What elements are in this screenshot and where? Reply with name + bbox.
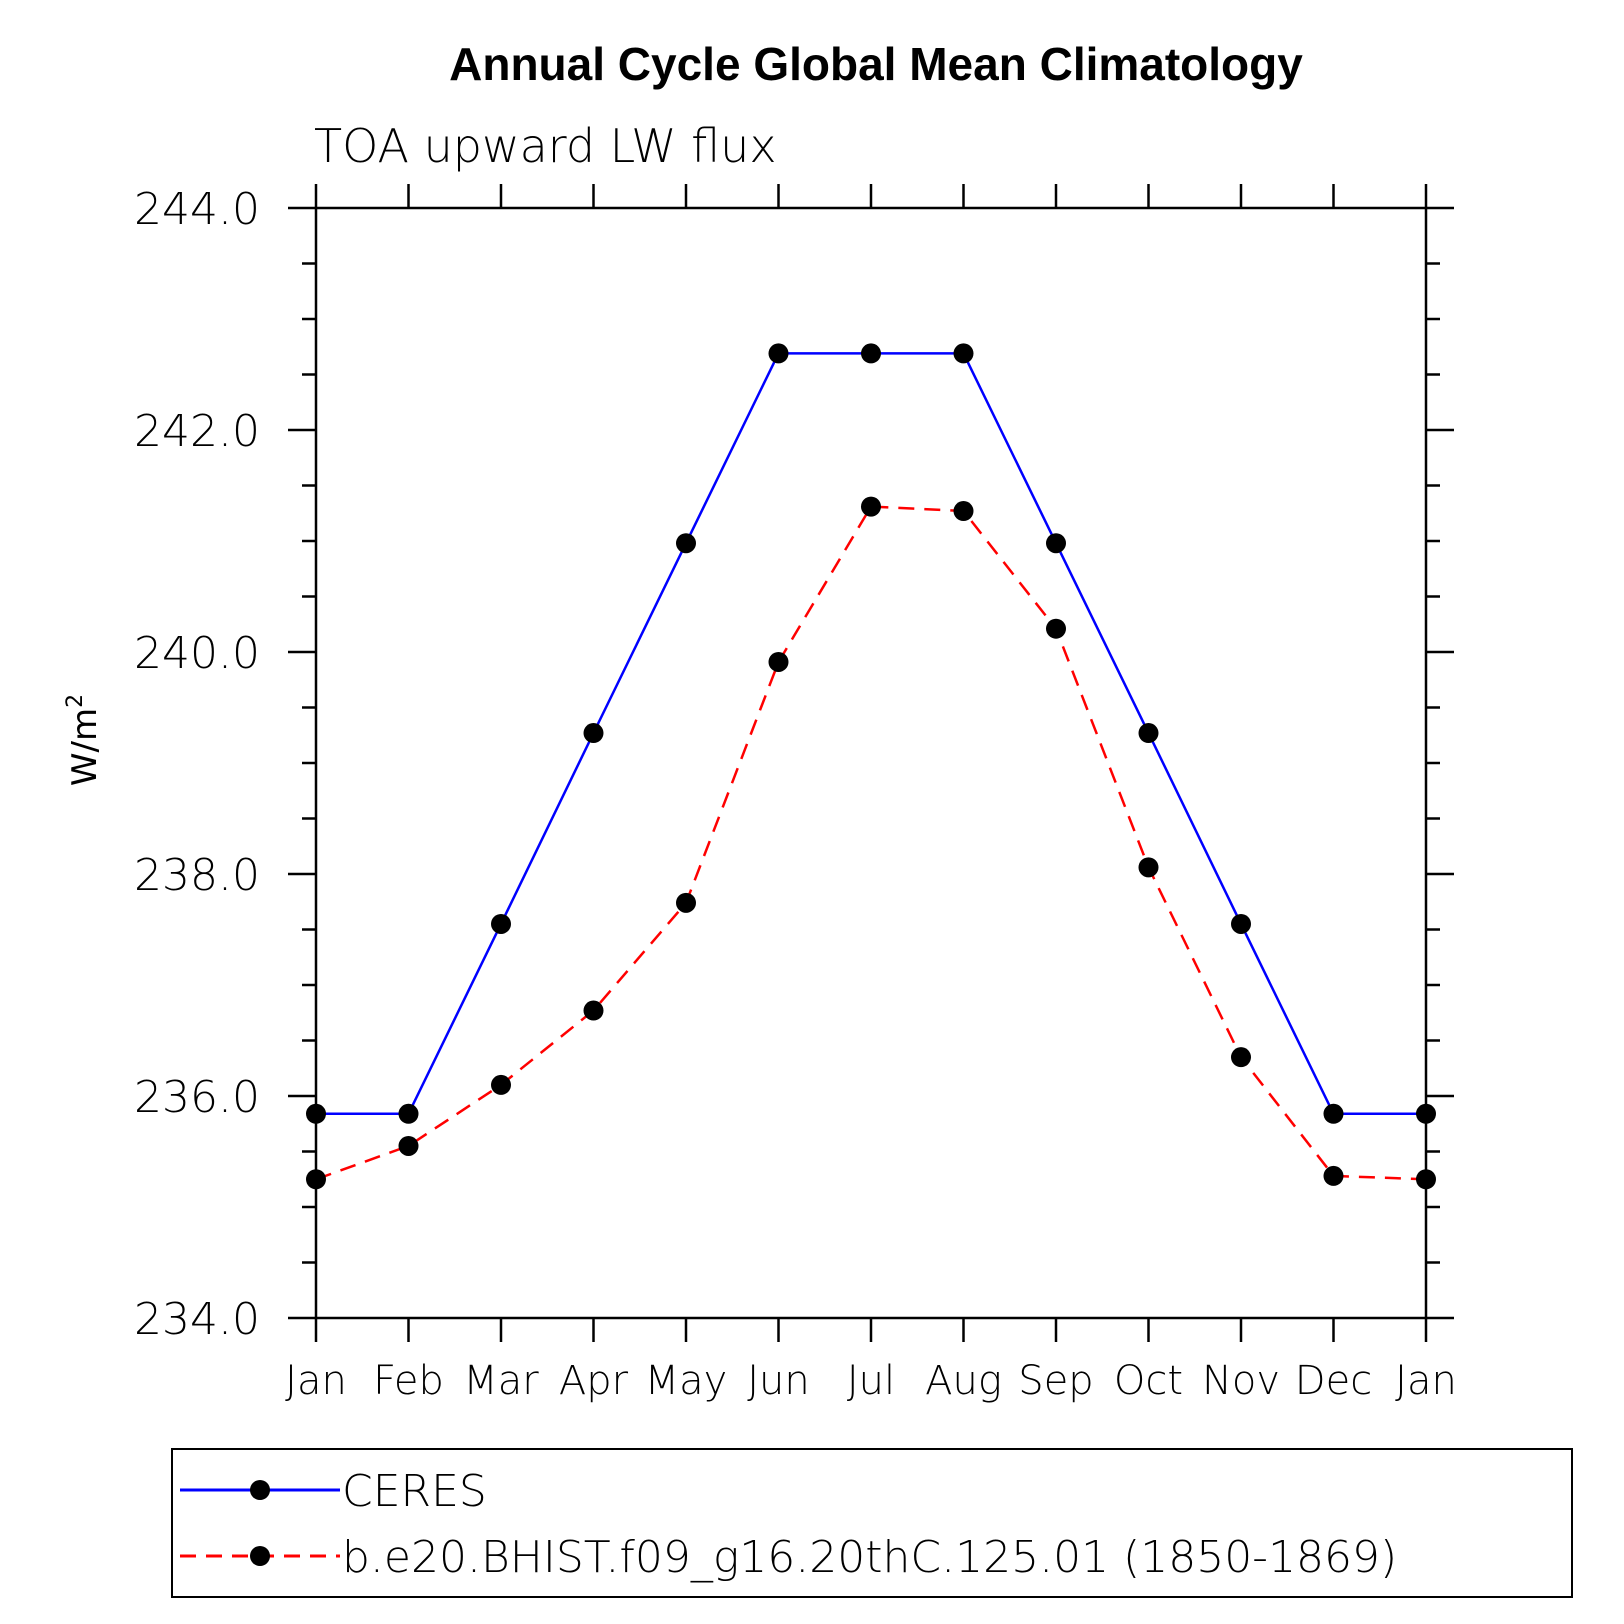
x-tick-label: May [645,1358,728,1404]
series-0-point [861,343,881,364]
series-1-point [1231,1047,1251,1068]
series-0-point [1046,533,1066,554]
series-1-point [1138,857,1159,878]
legend: CERES b.e20.BHIST.f09_g16.20thC.125.01 (… [171,1448,1573,1598]
series-0-point [1231,913,1251,934]
legend-marker-model [250,1546,270,1566]
series-0-point [1416,1103,1436,1124]
x-tick-label: Aug [925,1358,1002,1404]
x-tick-label: Mar [463,1358,539,1404]
x-tick-label: Feb [373,1358,444,1404]
series-0-point [953,343,974,364]
axis-ticks [288,184,1454,1342]
series-1-point [768,651,789,672]
y-tick-label: 236.0 [134,1072,260,1123]
series-0-point [398,1103,419,1124]
series-1-point [583,1000,604,1021]
legend-box [171,1448,1573,1598]
series-1-point [676,892,696,913]
series-1-point [1046,618,1066,639]
series-0-point [1323,1103,1344,1124]
x-tick-label: Dec [1295,1358,1372,1404]
x-tick-label: Jul [847,1358,895,1404]
y-tick-label: 244.0 [134,184,260,235]
series-0-point [583,723,604,744]
chart-subtitle: TOA upward LW flux [314,119,777,173]
y-axis-label: W/m2 [63,694,105,786]
y-tick-label: 238.0 [134,850,260,901]
legend-label-model: b.e20.BHIST.f09_g16.20thC.125.01 (1850-1… [342,1532,1397,1583]
series-points [306,343,1436,1190]
series-line-0 [316,352,1426,1116]
x-tick-labels: Jan Feb Mar Apr May Jun Jul Aug Sep Oct Nov Dec Jan [285,1358,1457,1404]
series-1-point [1416,1169,1436,1190]
series-1-point [306,1169,326,1190]
series-lines [315,352,1427,1181]
x-tick-label: Nov [1202,1358,1280,1404]
legend-marker-ceres [250,1480,270,1500]
series-1-point [953,501,974,522]
plot-frame [314,206,1428,1320]
y-tick-label: 240.0 [134,628,260,679]
series-line-1 [315,505,1427,1181]
x-tick-label: Jan [1395,1358,1457,1404]
series-1-point [398,1135,419,1156]
legend-label-ceres: CERES [342,1466,487,1517]
chart-title: Annual Cycle Global Mean Climatology [449,38,1303,90]
x-tick-label: Oct [1114,1358,1183,1404]
x-tick-label: Jun [747,1358,810,1404]
series-1-point [861,496,881,517]
series-0-point [491,913,511,934]
plot-area [314,206,1428,1320]
series-0-point [676,533,696,554]
y-tick-labels: 234.0 236.0 238.0 240.0 242.0 244.0 [134,184,260,1345]
y-tick-label: 242.0 [134,406,260,457]
series-1-point [1323,1165,1344,1186]
series-0-point [306,1103,326,1124]
series-1-point [491,1074,511,1095]
y-axis-label-main: W/m [65,708,105,786]
series-0-point [768,343,789,364]
y-tick-label: 234.0 [134,1294,260,1345]
x-tick-label: Jan [285,1358,347,1404]
series-0-point [1138,723,1159,744]
x-tick-label: Sep [1018,1358,1093,1404]
y-axis-label-sup: 2 [63,694,88,708]
x-tick-label: Apr [559,1358,629,1404]
